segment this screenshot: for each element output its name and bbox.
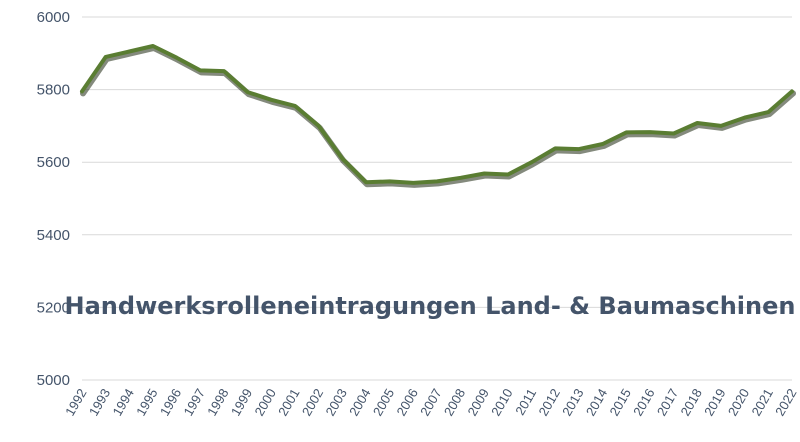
x-tick-label: 2014 xyxy=(583,386,610,419)
x-tick-label: 2019 xyxy=(701,386,728,419)
data-point-2010 xyxy=(506,173,510,177)
data-point-1998 xyxy=(222,69,226,73)
data-point-2005 xyxy=(388,179,392,183)
x-tick-label: 2000 xyxy=(251,386,278,419)
x-tick-label: 2012 xyxy=(535,386,562,419)
data-point-2004 xyxy=(364,180,368,184)
y-tick-label: 6000 xyxy=(37,9,70,26)
x-tick-label: 2006 xyxy=(393,386,420,419)
x-tick-label: 2011 xyxy=(512,386,539,418)
y-tick-label: 5000 xyxy=(37,372,70,389)
y-tick-label: 5600 xyxy=(37,154,70,171)
data-point-2001 xyxy=(293,104,297,108)
x-tick-label: 2002 xyxy=(299,386,326,419)
x-tick-label: 2015 xyxy=(606,386,633,419)
x-tick-label: 1995 xyxy=(133,386,160,419)
x-tick-label: 2009 xyxy=(464,386,491,419)
y-tick-label: 5400 xyxy=(37,227,70,244)
data-point-1994 xyxy=(127,49,131,53)
x-tick-label: 2017 xyxy=(654,386,681,419)
x-tick-label: 2008 xyxy=(441,386,468,419)
series-line-shadow xyxy=(80,45,796,188)
x-tick-label: 1992 xyxy=(62,386,89,419)
x-tick-label: 2010 xyxy=(488,386,515,419)
data-point-2021 xyxy=(766,110,770,114)
data-point-2007 xyxy=(435,179,439,183)
data-point-2016 xyxy=(648,130,652,134)
x-tick-label: 2021 xyxy=(748,386,775,419)
x-tick-label: 2004 xyxy=(346,386,373,419)
grid-lines xyxy=(82,16,792,381)
x-tick-label: 2020 xyxy=(725,386,752,419)
data-point-1995 xyxy=(151,44,155,48)
data-point-2000 xyxy=(269,98,273,102)
data-point-2012 xyxy=(553,146,557,150)
x-tick-label: 2003 xyxy=(322,386,349,419)
data-point-2013 xyxy=(577,147,581,151)
x-axis-ticks: 1992199319941995199619971998199920002001… xyxy=(62,386,799,419)
data-point-2003 xyxy=(340,157,344,161)
y-tick-label: 5200 xyxy=(37,299,70,316)
data-point-2022 xyxy=(790,89,794,93)
data-point-2006 xyxy=(411,181,415,185)
x-tick-label: 1997 xyxy=(180,386,207,419)
x-tick-label: 1996 xyxy=(157,386,184,419)
data-point-1999 xyxy=(246,90,250,94)
data-point-1997 xyxy=(198,68,202,72)
y-axis-ticks: 5000 5200 5400 5600 5800 6000 xyxy=(37,9,70,389)
data-point-2014 xyxy=(601,142,605,146)
data-point-2002 xyxy=(317,124,321,128)
data-point-2015 xyxy=(624,130,628,134)
data-point-2011 xyxy=(530,160,534,164)
x-tick-label: 2022 xyxy=(772,386,799,419)
chart-title: Handwerksrolleneintragungen Land- & Baum… xyxy=(65,292,796,320)
data-point-2018 xyxy=(695,121,699,125)
x-tick-label: 1993 xyxy=(86,386,113,419)
x-tick-label: 2013 xyxy=(559,386,586,419)
data-point-2020 xyxy=(743,116,747,120)
data-point-2008 xyxy=(459,176,463,180)
x-tick-label: 1998 xyxy=(204,386,231,419)
series-line-group xyxy=(80,44,796,188)
data-point-2019 xyxy=(719,124,723,128)
x-tick-label: 1994 xyxy=(109,386,136,419)
x-tick-label: 2007 xyxy=(417,386,444,419)
x-tick-label: 2018 xyxy=(677,386,704,419)
data-point-1996 xyxy=(175,56,179,60)
x-tick-label: 2001 xyxy=(275,386,302,419)
y-tick-label: 5800 xyxy=(37,82,70,99)
data-point-1992 xyxy=(80,89,84,93)
data-point-2009 xyxy=(482,171,486,175)
data-point-2017 xyxy=(672,132,676,136)
x-tick-label: 2016 xyxy=(630,386,657,419)
x-tick-label: 2005 xyxy=(370,386,397,419)
data-point-1993 xyxy=(104,55,108,59)
x-tick-label: 1999 xyxy=(228,386,255,419)
